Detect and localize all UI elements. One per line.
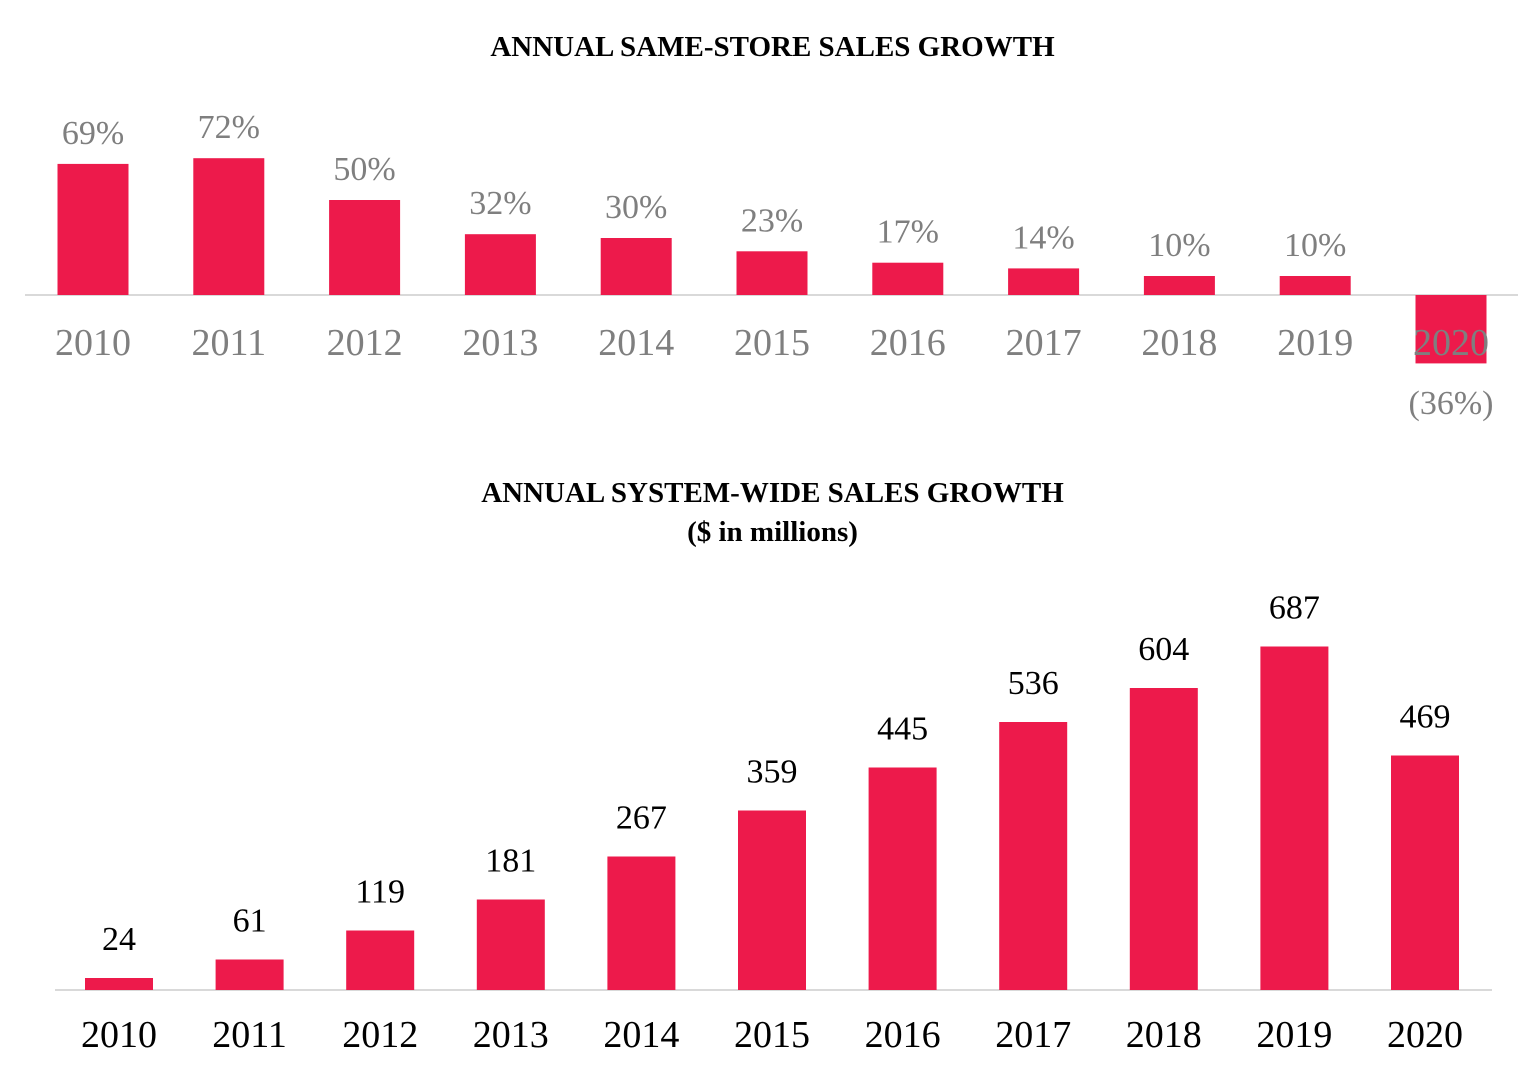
chart2-tick-label-2017: 2017 bbox=[995, 1014, 1071, 1056]
chart1-value-label-2014: 30% bbox=[605, 189, 667, 226]
chart1-value-label-2018: 10% bbox=[1148, 227, 1210, 264]
chart2-subtitle: ($ in millions) bbox=[687, 516, 858, 548]
chart2-tick-label-2014: 2014 bbox=[603, 1014, 679, 1056]
chart2-tick-label-2020: 2020 bbox=[1387, 1014, 1463, 1056]
chart1-bar-2013 bbox=[464, 234, 536, 295]
chart2-title: ANNUAL SYSTEM-WIDE SALES GROWTH bbox=[481, 477, 1064, 509]
chart1-tick-label-2011: 2011 bbox=[192, 322, 267, 364]
chart1-tick-label-2016: 2016 bbox=[870, 322, 946, 364]
chart1-tick-label-2015: 2015 bbox=[734, 322, 810, 364]
same-store-sales-chart: 69% 2010 72% 2011 50% 2012 32% 2013 30% 2014 23% 20… bbox=[25, 109, 1518, 422]
chart2-tick-label-2019: 2019 bbox=[1256, 1014, 1332, 1056]
chart1-bar-2020 bbox=[1415, 295, 1487, 364]
chart1-bar-2015 bbox=[736, 251, 808, 295]
chart1-value-label-2011: 72% bbox=[198, 109, 260, 146]
chart1-value-label-2017: 14% bbox=[1012, 219, 1074, 256]
chart1-bar-2010 bbox=[57, 163, 129, 295]
chart1-bar-2018 bbox=[1143, 276, 1215, 295]
chart2-bar-2010 bbox=[85, 978, 153, 990]
chart1-bar-2012 bbox=[329, 200, 401, 295]
chart2-bar-2013 bbox=[476, 899, 545, 990]
chart1-tick-label-2012: 2012 bbox=[327, 322, 403, 364]
chart2-value-label-2011: 61 bbox=[233, 903, 267, 940]
chart2-value-label-2010: 24 bbox=[102, 921, 136, 958]
chart1-tick-label-2019: 2019 bbox=[1277, 322, 1353, 364]
system-wide-sales-chart: 24 2010 61 2011 119 2012 181 2013 267 2014 359 2015… bbox=[55, 590, 1492, 1056]
chart1-tick-label-2013: 2013 bbox=[462, 322, 538, 364]
chart1-bar-2016 bbox=[872, 262, 944, 295]
chart2-tick-label-2012: 2012 bbox=[342, 1014, 418, 1056]
chart2-value-label-2017: 536 bbox=[1008, 665, 1059, 702]
chart1-bar-2017 bbox=[1008, 268, 1080, 295]
chart2-tick-label-2018: 2018 bbox=[1126, 1014, 1202, 1056]
chart1-bar-2011 bbox=[193, 158, 265, 295]
chart2-bar-2015 bbox=[738, 810, 806, 990]
chart1-value-label-2012: 50% bbox=[333, 151, 395, 188]
chart1-value-label-2010: 69% bbox=[62, 115, 124, 152]
chart2-bar-2012 bbox=[346, 930, 415, 990]
chart1-tick-label-2020: 2020 bbox=[1413, 322, 1489, 364]
chart1-value-label-2019: 10% bbox=[1284, 227, 1346, 264]
chart2-bar-2017 bbox=[999, 722, 1068, 990]
chart2-value-label-2015: 359 bbox=[747, 754, 798, 791]
chart2-bar-2016 bbox=[868, 767, 937, 990]
chart2-value-label-2014: 267 bbox=[616, 800, 667, 837]
chart2-bar-2019 bbox=[1260, 646, 1329, 990]
chart1-value-label-2015: 23% bbox=[741, 202, 803, 239]
chart1-tick-label-2014: 2014 bbox=[598, 322, 674, 364]
chart1-bar-2019 bbox=[1279, 276, 1351, 295]
chart2-tick-label-2013: 2013 bbox=[473, 1014, 549, 1056]
chart2-tick-label-2011: 2011 bbox=[212, 1014, 287, 1056]
chart1-bar-2014 bbox=[600, 238, 672, 295]
chart2-tick-label-2016: 2016 bbox=[865, 1014, 941, 1056]
chart1-value-label-2013: 32% bbox=[469, 185, 531, 222]
chart2-value-label-2020: 469 bbox=[1400, 699, 1451, 736]
chart1-tick-label-2018: 2018 bbox=[1141, 322, 1217, 364]
chart2-tick-label-2010: 2010 bbox=[81, 1014, 157, 1056]
chart2-bar-2020 bbox=[1391, 755, 1459, 990]
chart1-value-label-2020: (36%) bbox=[1409, 385, 1494, 422]
chart2-value-label-2013: 181 bbox=[485, 843, 536, 880]
chart2-value-label-2012: 119 bbox=[355, 874, 405, 911]
chart2-value-label-2019: 687 bbox=[1269, 590, 1320, 627]
chart1-title: ANNUAL SAME-STORE SALES GROWTH bbox=[490, 31, 1055, 63]
chart2-value-label-2018: 604 bbox=[1138, 631, 1189, 668]
chart2-bar-2018 bbox=[1129, 688, 1198, 990]
chart1-value-label-2016: 17% bbox=[877, 214, 939, 251]
chart1-tick-label-2017: 2017 bbox=[1006, 322, 1082, 364]
chart2-value-label-2016: 445 bbox=[877, 711, 928, 748]
chart1-tick-label-2010: 2010 bbox=[55, 322, 131, 364]
chart2-bar-2014 bbox=[607, 856, 676, 990]
chart2-bar-2011 bbox=[215, 959, 284, 990]
chart2-tick-label-2015: 2015 bbox=[734, 1014, 810, 1056]
